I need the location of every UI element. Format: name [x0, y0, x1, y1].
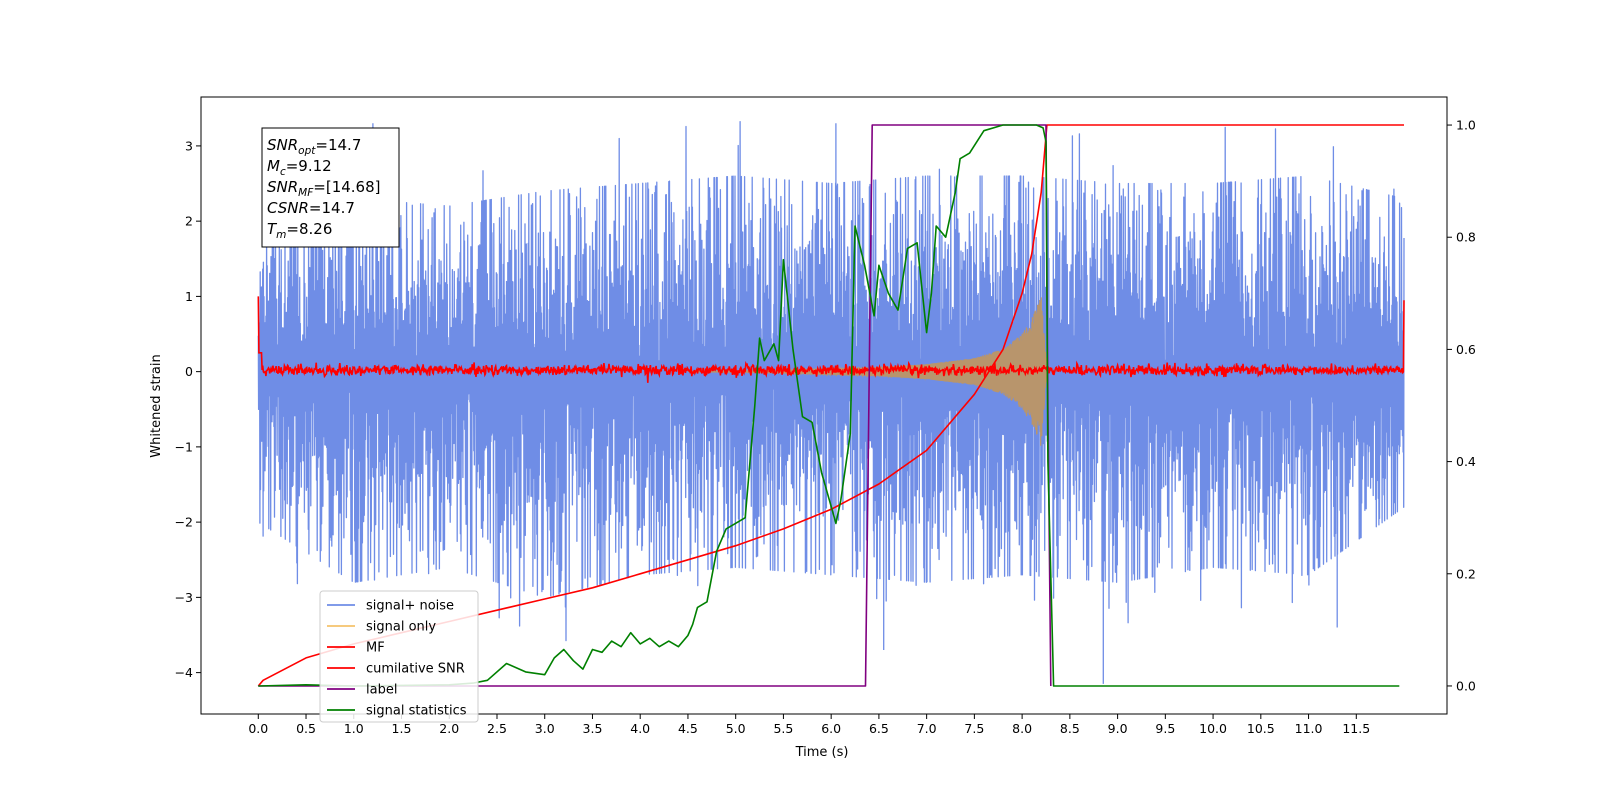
x-tick-label: 0.0	[248, 721, 268, 736]
y-tick-label: −3	[175, 590, 193, 605]
x-tick-label: 0.5	[296, 721, 316, 736]
x-tick-label: 5.5	[773, 721, 793, 736]
x-tick-label: 4.0	[630, 721, 650, 736]
legend-label: signal only	[366, 620, 436, 635]
series-mf	[257, 296, 1405, 383]
legend-label: signal statistics	[366, 704, 467, 719]
x-tick-label: 10.0	[1199, 721, 1227, 736]
x-tick-label: 8.5	[1060, 721, 1080, 736]
legend-frame	[319, 590, 479, 723]
y-axis-left: 3 2 1 0 −1 −2 −3 −4	[175, 138, 201, 680]
x-tick-label: 7.5	[964, 721, 984, 736]
x-tick-label: 9.5	[1155, 721, 1175, 736]
x-tick-label: 9.0	[1108, 721, 1128, 736]
legend-label: label	[366, 683, 397, 698]
legend-label: signal+ noise	[366, 599, 454, 614]
x-tick-label: 6.0	[821, 721, 841, 736]
y-tick-label: 2	[185, 214, 193, 229]
y-tick-label: 0	[185, 364, 193, 379]
series-layer	[257, 121, 1405, 687]
y2-tick-label: 0.0	[1456, 678, 1476, 693]
info-line: CSNR=14.7	[267, 199, 355, 217]
info-box: SNRopt=14.7Mc=9.12SNRMF=[14.68]CSNR=14.7…	[261, 127, 400, 248]
x-tick-label: 5.0	[726, 721, 746, 736]
y-tick-label: 1	[185, 289, 193, 304]
y2-tick-label: 0.8	[1456, 230, 1476, 245]
y-tick-label: −1	[175, 439, 193, 454]
x-tick-label: 2.0	[439, 721, 459, 736]
legend-label: cumilative SNR	[366, 662, 465, 677]
y2-tick-label: 0.4	[1456, 454, 1476, 469]
y2-tick-label: 1.0	[1456, 118, 1476, 133]
info-line: SNRMF=[14.68]	[267, 178, 381, 199]
x-tick-label: 1.5	[392, 721, 412, 736]
y2-tick-label: 0.6	[1456, 342, 1476, 357]
x-tick-label: 2.5	[487, 721, 507, 736]
info-line: Tm=8.26	[267, 220, 332, 241]
x-tick-label: 8.0	[1012, 721, 1032, 736]
x-tick-label: 1.0	[344, 721, 364, 736]
x-tick-label: 6.5	[869, 721, 889, 736]
y-tick-label: 3	[185, 138, 193, 153]
y-tick-label: −4	[175, 665, 193, 680]
y-axis-right: 1.0 0.8 0.6 0.4 0.2 0.0	[1447, 118, 1476, 693]
x-tick-label: 4.5	[678, 721, 698, 736]
x-axis-label: Time (s)	[795, 745, 849, 760]
y-tick-label: −2	[175, 515, 193, 530]
legend: signal+ noise signal only MF cumilative SNR…	[319, 590, 479, 723]
x-tick-label: 7.0	[917, 721, 937, 736]
x-tick-label: 3.5	[583, 721, 603, 736]
x-tick-label: 3.0	[535, 721, 555, 736]
x-tick-label: 11.0	[1295, 721, 1323, 736]
series-signal-statistics	[258, 124, 1400, 687]
info-line: Mc=9.12	[267, 157, 332, 178]
y-axis-label: Whitened strain	[149, 354, 164, 457]
x-tick-label: 11.5	[1342, 721, 1370, 736]
legend-label: MF	[366, 641, 385, 656]
x-axis: 0.0 0.5 1.0 1.5 2.0 2.5 3.0 3.5 4.0 4.5 5.0 5.5 6.0 6…	[248, 714, 1370, 736]
x-tick-label: 10.5	[1247, 721, 1275, 736]
info-line: SNRopt=14.7	[267, 136, 361, 157]
series-signal-only	[687, 297, 1048, 446]
plot-frame	[200, 96, 1448, 715]
info-box-frame	[261, 127, 400, 248]
y2-tick-label: 0.2	[1456, 566, 1476, 581]
